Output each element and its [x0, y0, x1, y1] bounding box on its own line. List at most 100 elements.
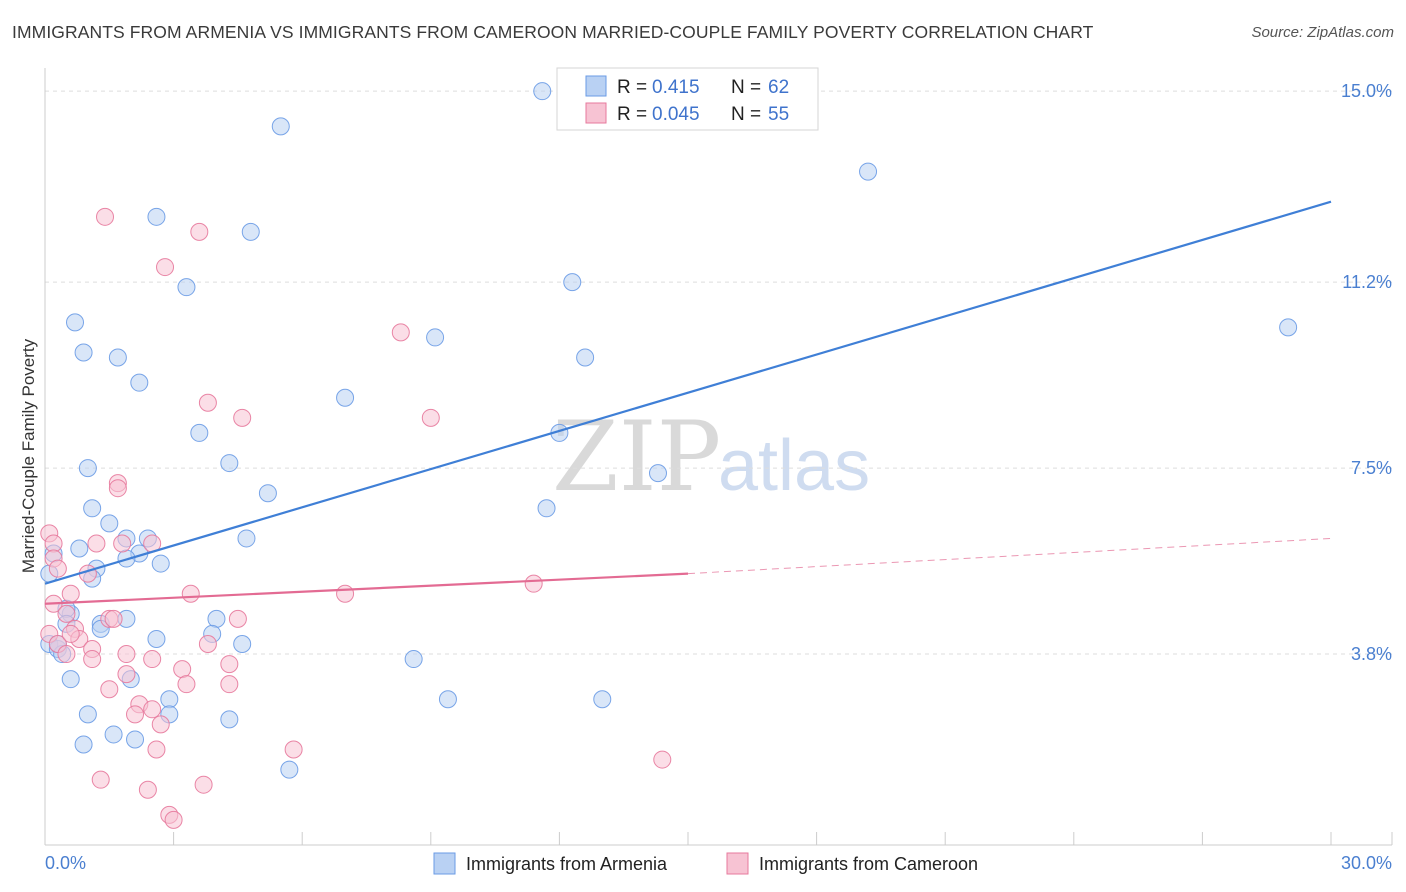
- cameroon-point: [147, 740, 166, 759]
- cameroon-point: [138, 780, 157, 799]
- cameroon-point: [190, 222, 209, 241]
- armenia-point: [336, 388, 355, 407]
- watermark: ZIP atlas: [552, 401, 870, 513]
- cameroon-point: [113, 534, 132, 553]
- cameroon-point: [108, 479, 127, 498]
- legend-swatch-armenia: [585, 75, 607, 97]
- armenia-point: [859, 162, 878, 181]
- cameroon-point: [57, 604, 76, 623]
- gridlines: [45, 90, 1392, 655]
- armenia-point: [207, 609, 226, 628]
- armenia-point: [1279, 318, 1298, 337]
- bottom-legend-swatch-cameroon: [726, 852, 749, 875]
- armenia-point: [83, 499, 102, 518]
- armenia-point: [70, 539, 89, 558]
- source-label: Source: ZipAtlas.com: [1251, 24, 1394, 41]
- cameroon-point: [156, 258, 175, 277]
- legend-n-label-cameroon: N =: [731, 104, 761, 125]
- cameroon-point: [391, 323, 410, 342]
- cameroon-point: [220, 675, 239, 694]
- armenia-point: [61, 670, 80, 689]
- legend-r-label-armenia: R =: [617, 77, 647, 98]
- correlation-legend: R = 0.415 N = 62 R = 0.045 N = 55: [556, 67, 819, 131]
- armenia-point: [220, 710, 239, 729]
- legend-swatch-cameroon: [585, 102, 607, 124]
- bottom-legend-label-cameroon: Immigrants from Cameroon: [759, 854, 978, 874]
- armenia-point: [104, 725, 123, 744]
- armenia-point: [74, 735, 93, 754]
- cameroon-point: [198, 634, 217, 653]
- cameroon-point: [524, 574, 543, 593]
- armenia-point: [147, 207, 166, 226]
- armenia-point: [100, 514, 119, 533]
- armenia-point: [438, 690, 457, 709]
- cameroon-point: [653, 750, 672, 769]
- armenia-point: [404, 650, 423, 669]
- armenia-point: [241, 222, 260, 241]
- cameroon-point: [87, 534, 106, 553]
- bottom-legend-swatch-armenia: [433, 852, 456, 875]
- chart-title: IMMIGRANTS FROM ARMENIA VS IMMIGRANTS FR…: [12, 22, 1094, 42]
- armenia-point: [78, 705, 97, 724]
- bottom-legend-label-armenia: Immigrants from Armenia: [466, 854, 668, 874]
- cameroon-point: [198, 393, 217, 412]
- armenia-point: [66, 313, 85, 332]
- armenia-point: [220, 454, 239, 473]
- trendline-armenia: [44, 200, 1332, 585]
- cameroon-point: [44, 534, 63, 553]
- cameroon-point: [233, 408, 252, 427]
- armenia-point: [74, 343, 93, 362]
- cameroon-point: [126, 705, 145, 724]
- cameroon-point: [284, 740, 303, 759]
- y-tick-label: 3.8%: [1351, 644, 1392, 664]
- trendline-cameroon: [44, 572, 689, 605]
- armenia-point: [537, 499, 556, 518]
- legend-r-value-armenia: 0.415: [652, 77, 700, 98]
- watermark-zip: ZIP: [552, 401, 721, 513]
- y-tick-labels: 3.8% 7.5% 11.2% 15.0%: [1341, 81, 1392, 664]
- armenia-point: [648, 464, 667, 483]
- cameroon-point: [173, 660, 192, 679]
- cameroon-point: [143, 650, 162, 669]
- cameroon-point: [61, 584, 80, 603]
- cameroon-point: [117, 665, 136, 684]
- cameroon-point: [228, 609, 247, 628]
- cameroon-point: [100, 680, 119, 699]
- cameroon-point: [61, 624, 80, 643]
- series-legend: Immigrants from Armenia Immigrants from …: [433, 852, 978, 875]
- cameroon-point: [181, 584, 200, 603]
- axes: [44, 68, 1392, 846]
- watermark-atlas: atlas: [718, 426, 870, 506]
- armenia-point: [563, 273, 582, 292]
- legend-n-label-armenia: N =: [731, 77, 761, 98]
- x-tick-label-max: 30.0%: [1341, 853, 1392, 873]
- armenia-point: [237, 529, 256, 548]
- armenia-point: [280, 760, 299, 779]
- legend-n-value-cameroon: 55: [768, 104, 789, 125]
- cameroon-point: [48, 559, 67, 578]
- cameroon-point: [164, 810, 183, 829]
- x-tick-label-min: 0.0%: [45, 853, 86, 873]
- y-axis-title: Married-Couple Family Poverty: [19, 338, 38, 573]
- armenia-point: [147, 629, 166, 648]
- armenia-point: [271, 117, 290, 136]
- x-ticks: [44, 832, 1393, 845]
- trendline-cameroon-extension: [687, 537, 1332, 575]
- armenia-point: [126, 730, 145, 749]
- armenia-point: [258, 484, 277, 503]
- trendlines: [44, 200, 1332, 605]
- legend-r-value-cameroon: 0.045: [652, 104, 700, 125]
- armenia-point: [151, 554, 170, 573]
- y-tick-label: 7.5%: [1351, 458, 1392, 478]
- cameroon-point: [421, 408, 440, 427]
- cameroon-point: [96, 207, 115, 226]
- armenia-point: [177, 278, 196, 297]
- legend-n-value-armenia: 62: [768, 77, 789, 98]
- armenia-point: [576, 348, 595, 367]
- armenia-point: [130, 373, 149, 392]
- armenia-point: [160, 690, 179, 709]
- cameroon-point: [117, 645, 136, 664]
- y-tick-label: 11.2%: [1342, 272, 1392, 292]
- cameroon-point: [177, 675, 196, 694]
